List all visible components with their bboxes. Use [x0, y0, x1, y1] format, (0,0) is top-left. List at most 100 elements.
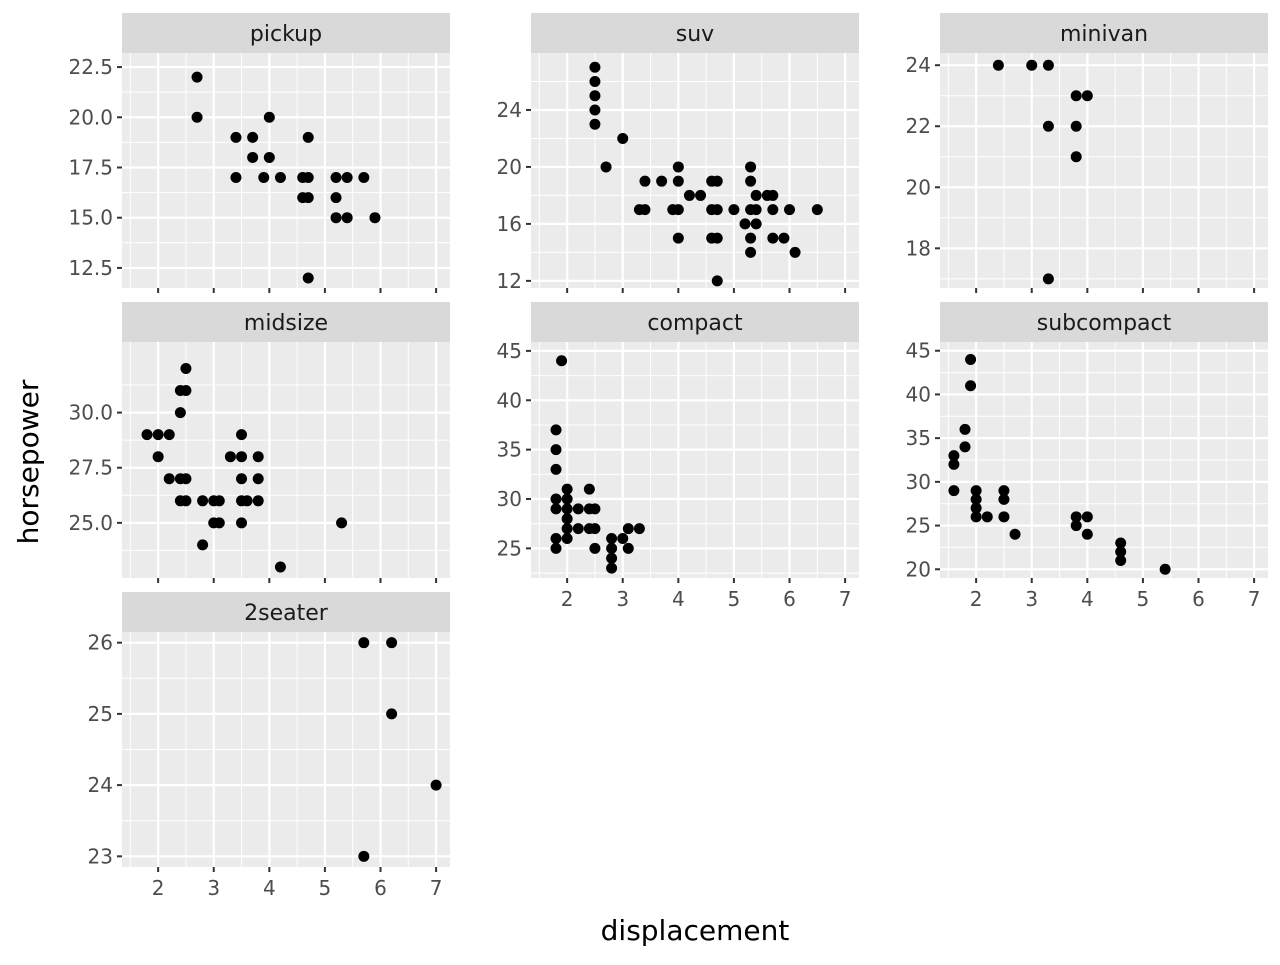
data-point: [683, 189, 695, 201]
facet-strip: [531, 13, 859, 53]
data-point: [556, 355, 568, 367]
data-point: [778, 232, 790, 244]
facet-strip: [122, 13, 450, 53]
data-point: [191, 71, 203, 83]
data-point: [230, 131, 242, 143]
facet-strip-label: subcompact: [1037, 311, 1172, 336]
data-point: [965, 380, 977, 392]
y-tick-label: 12.5: [68, 256, 113, 280]
x-tick-label: 4: [672, 587, 685, 611]
x-tick-label: 6: [1192, 587, 1205, 611]
data-point: [152, 451, 164, 463]
data-point: [247, 131, 259, 143]
facet-strip: [122, 592, 450, 632]
panel-background: [122, 342, 450, 578]
data-point: [358, 637, 370, 649]
data-point: [572, 503, 584, 515]
data-point: [1026, 59, 1038, 71]
y-tick-label: 45: [906, 339, 931, 363]
data-point: [550, 463, 562, 475]
data-point: [180, 473, 192, 485]
data-point: [672, 175, 684, 187]
data-point: [811, 204, 823, 216]
x-tick-label: 7: [1248, 587, 1261, 611]
data-point: [948, 450, 960, 462]
data-point: [998, 493, 1010, 505]
data-point: [302, 131, 314, 143]
data-point: [550, 542, 562, 554]
data-point: [550, 503, 562, 515]
data-point: [550, 533, 562, 545]
data-point: [252, 451, 264, 463]
y-tick-label: 45: [497, 339, 522, 363]
data-point: [236, 429, 248, 441]
data-point: [728, 204, 740, 216]
facet-panel-pickup: pickup 12.5 15.0 17.5 20.0 22.5: [68, 13, 450, 293]
y-tick-label: 15.0: [68, 206, 113, 230]
data-point: [600, 161, 612, 173]
data-point: [959, 423, 971, 435]
facet-strip-label: suv: [676, 22, 714, 47]
facet-strip: [940, 302, 1268, 342]
data-point: [330, 212, 342, 224]
data-point: [711, 204, 723, 216]
data-point: [970, 511, 982, 523]
x-tick-label: 3: [1025, 587, 1038, 611]
y-tick-label: 25.0: [68, 511, 113, 535]
x-tick-label: 2: [561, 587, 574, 611]
data-point: [981, 511, 993, 523]
data-point: [1070, 120, 1082, 132]
y-tick-label: 23: [88, 844, 113, 868]
data-point: [241, 495, 253, 507]
facet-strip-label: midsize: [244, 311, 328, 336]
data-point: [1070, 520, 1082, 532]
x-tick-label: 2: [970, 587, 983, 611]
data-point: [589, 104, 601, 116]
data-point: [711, 275, 723, 287]
x-tick-label: 7: [839, 587, 852, 611]
data-point: [561, 503, 573, 515]
x-tick-label: 5: [319, 876, 332, 900]
data-point: [745, 161, 757, 173]
data-point: [561, 493, 573, 505]
data-point: [430, 779, 442, 791]
data-point: [959, 441, 971, 453]
x-tick-label: 6: [783, 587, 796, 611]
data-point: [711, 232, 723, 244]
data-point: [358, 172, 370, 184]
facet-panel-suv: suv 12 16 20 24: [497, 13, 859, 293]
y-tick-label: 30.0: [68, 401, 113, 425]
data-point: [197, 495, 209, 507]
data-point: [672, 161, 684, 173]
data-point: [330, 172, 342, 184]
data-point: [358, 850, 370, 862]
data-point: [180, 385, 192, 397]
data-point: [606, 533, 618, 545]
y-tick-label: 35: [906, 426, 931, 450]
y-tick-label: 40: [497, 388, 522, 412]
data-point: [1070, 90, 1082, 102]
data-point: [572, 523, 584, 535]
data-point: [745, 175, 757, 187]
data-point: [739, 218, 751, 230]
data-point: [617, 533, 629, 545]
data-point: [589, 542, 601, 554]
panel-background: [531, 53, 859, 288]
data-point: [767, 204, 779, 216]
data-point: [174, 407, 186, 419]
y-tick-label: 18: [906, 236, 931, 260]
x-tick-label: 2: [152, 876, 165, 900]
y-tick-label: 17.5: [68, 155, 113, 179]
y-tick-label: 24: [497, 98, 522, 122]
data-point: [606, 542, 618, 554]
data-point: [561, 533, 573, 545]
data-point: [1115, 546, 1127, 558]
data-point: [767, 189, 779, 201]
facet-strip: [531, 302, 859, 342]
x-tick-label: 7: [430, 876, 443, 900]
data-point: [197, 539, 209, 551]
data-point: [750, 218, 762, 230]
